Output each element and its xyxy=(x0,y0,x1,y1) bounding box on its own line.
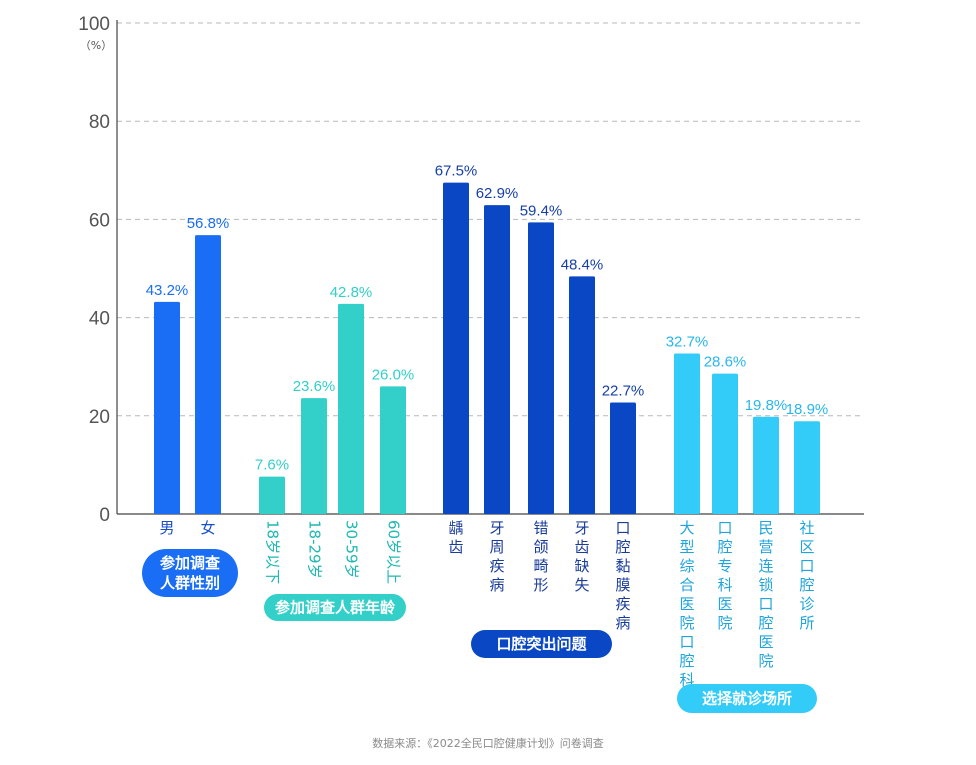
group-label-pill xyxy=(471,630,612,658)
category-label: 社区口腔诊所 xyxy=(799,519,814,632)
group-label: 参加调查人群年龄 xyxy=(275,599,396,617)
data-label: 28.6% xyxy=(704,354,747,371)
data-label: 19.8% xyxy=(745,397,788,414)
bar xyxy=(674,353,700,514)
bar xyxy=(443,182,469,514)
bar xyxy=(712,373,738,514)
category-label: 龋齿 xyxy=(448,519,463,556)
bar xyxy=(528,222,554,514)
category-label: 女 xyxy=(200,519,215,537)
y-tick-label: 0 xyxy=(99,505,110,526)
category-label: 18岁以下 xyxy=(264,520,282,584)
bar xyxy=(610,402,636,514)
data-label: 56.8% xyxy=(187,215,230,232)
category-label: 大型综合医院口腔科 xyxy=(679,519,694,689)
bar xyxy=(794,421,820,514)
y-tick-label: 80 xyxy=(89,112,110,133)
category-label: 口腔专科医院 xyxy=(717,519,732,632)
group-label-pill xyxy=(142,549,238,597)
y-tick-label: 60 xyxy=(89,210,110,231)
bar xyxy=(753,416,779,514)
category-label: 口腔黏膜疾病 xyxy=(615,519,630,632)
category-label: 30-59岁 xyxy=(343,520,361,579)
bar xyxy=(259,476,285,514)
data-label: 48.4% xyxy=(561,256,604,273)
group-label: 口腔突出问题 xyxy=(496,635,587,653)
y-tick-label: 40 xyxy=(89,309,110,330)
bar xyxy=(484,205,510,514)
bar xyxy=(380,386,406,514)
group-label: 选择就诊场所 xyxy=(702,690,792,708)
bar xyxy=(569,276,595,514)
group-label-pill xyxy=(264,594,406,621)
bar xyxy=(301,398,327,514)
category-label: 牙周疾病 xyxy=(489,519,504,594)
category-label: 民营连锁口腔医院 xyxy=(758,519,773,670)
category-label: 牙齿缺失 xyxy=(574,519,589,594)
bar xyxy=(338,303,364,514)
data-label: 59.4% xyxy=(520,202,563,219)
category-label: 60岁以上 xyxy=(385,520,403,584)
data-label: 62.9% xyxy=(476,185,519,202)
category-label: 18-29岁 xyxy=(306,520,324,579)
y-tick-label: 20 xyxy=(89,407,110,428)
data-label: 7.6% xyxy=(255,457,289,474)
bar xyxy=(154,301,180,514)
group-label-pill xyxy=(677,684,817,713)
data-label: 42.8% xyxy=(330,284,373,301)
group-label: 参加调查人群性别 xyxy=(160,554,221,592)
data-label: 26.0% xyxy=(372,366,415,383)
y-tick-label: 100 xyxy=(78,14,110,35)
data-label: 22.7% xyxy=(602,383,645,400)
data-label: 67.5% xyxy=(435,163,478,180)
y-unit-label: （%） xyxy=(80,39,112,52)
bar xyxy=(195,235,221,514)
category-label: 错颌畸形 xyxy=(533,519,548,594)
source-note: 数据来源：《2022全民口腔健康计划》问卷调查 xyxy=(372,737,604,750)
data-label: 23.6% xyxy=(293,378,336,395)
category-label: 男 xyxy=(159,519,174,537)
data-label: 43.2% xyxy=(146,282,189,299)
data-label: 18.9% xyxy=(786,401,829,418)
data-label: 32.7% xyxy=(666,333,709,350)
